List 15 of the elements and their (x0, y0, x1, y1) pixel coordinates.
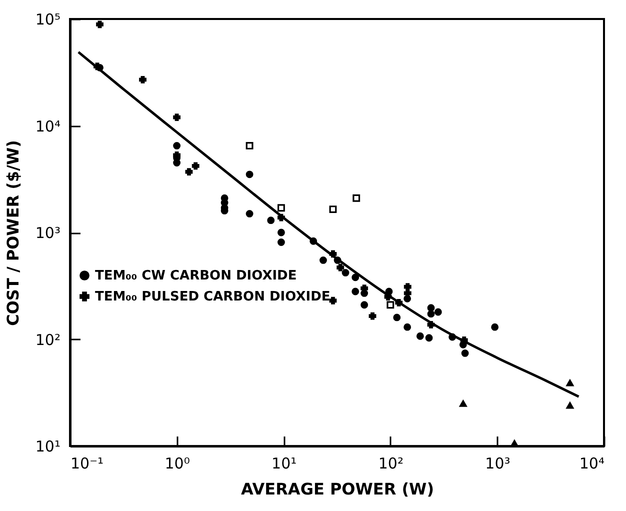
y-axis-title: COST / POWER ($/W) (3, 140, 22, 326)
y-tick-label: 10¹ (35, 438, 60, 456)
y-tick-label: 10⁵ (35, 10, 60, 28)
x-tick-label: 10⁰ (164, 454, 190, 472)
legend-label: TEM₀₀ PULSED CARBON DIOXIDE (95, 290, 330, 304)
x-tick-label: 10² (378, 454, 404, 472)
x-tick-label: 10³ (485, 454, 510, 472)
y-tick-label: 10³ (35, 224, 60, 242)
x-tick-label: 10⁴ (579, 454, 604, 472)
x-tick-label: 10¹ (272, 454, 297, 472)
y-tick-label: 10⁴ (35, 117, 60, 136)
legend-label: TEM₀₀ CW CARBON DIOXIDE (95, 268, 297, 284)
x-axis-title: AVERAGE POWER (W) (240, 480, 434, 498)
y-tick-label: 10² (35, 330, 60, 349)
x-tick-label: 10⁻¹ (70, 454, 104, 472)
